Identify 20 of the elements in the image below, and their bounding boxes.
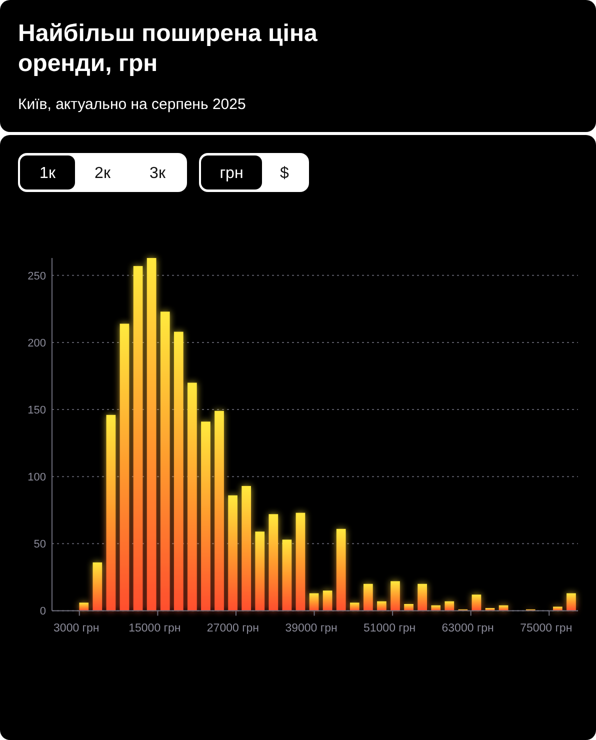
x-tick-label: 51000 грн xyxy=(363,622,416,635)
y-tick-label: 200 xyxy=(28,337,46,350)
y-tick-label: 150 xyxy=(28,404,46,416)
y-tick-label: 250 xyxy=(28,270,46,282)
toggle-label: $ xyxy=(280,165,289,182)
toggle-label: 2к xyxy=(94,165,110,182)
selected-toggle-button: грн xyxy=(201,156,262,190)
x-tick-label: 75000 грн xyxy=(520,622,572,635)
y-tick-label: 50 xyxy=(34,538,46,550)
x-tick-label: 39000 грн xyxy=(285,622,338,635)
x-tick-label: 3000 грн xyxy=(54,622,100,635)
x-tick-label: 63000 грн xyxy=(442,622,494,635)
y-tick-label: 100 xyxy=(28,471,46,484)
x-tick-label: 27000 грн xyxy=(206,622,260,635)
chart-title: Найбільш поширена ціна оренди, грн xyxy=(18,19,318,79)
chart-subtitle: Київ, актуально на серпень 2025 xyxy=(18,96,247,114)
selected-toggle-button: 1к xyxy=(20,156,75,190)
x-tick-label: 15000 грн xyxy=(128,622,181,635)
toggle-label: 3к xyxy=(150,165,166,182)
y-tick-label: 0 xyxy=(40,606,46,618)
